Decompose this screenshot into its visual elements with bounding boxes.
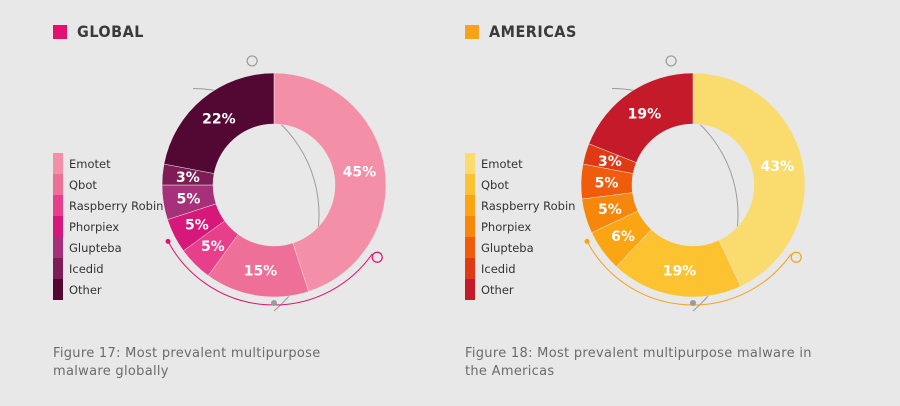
legend-swatch bbox=[465, 237, 475, 258]
legend-item: Phorpiex bbox=[53, 216, 163, 237]
americas-caption: Figure 18: Most prevalent multipurpose m… bbox=[465, 346, 812, 379]
legend-item: Raspberry Robin bbox=[465, 195, 575, 216]
legend-swatch bbox=[465, 279, 475, 300]
slice-value-label: 15% bbox=[244, 263, 278, 279]
slice-value-label: 3% bbox=[598, 154, 622, 170]
legend-swatch bbox=[53, 174, 63, 195]
legend-label: Other bbox=[69, 282, 102, 297]
donut-slice-other bbox=[163, 72, 275, 174]
slice-value-label: 5% bbox=[598, 202, 622, 218]
legend-swatch bbox=[53, 195, 63, 216]
americas-title: AMERICAS bbox=[489, 22, 577, 41]
legend-item: Emotet bbox=[465, 153, 575, 174]
americas-legend: Emotet Qbot Raspberry Robin Phorpiex Glupteb… bbox=[465, 153, 575, 300]
legend-item: Qbot bbox=[465, 174, 575, 195]
legend-swatch bbox=[465, 153, 475, 174]
slice-value-label: 5% bbox=[185, 217, 209, 233]
legend-item: Phorpiex bbox=[465, 216, 575, 237]
legend-item: Icedid bbox=[53, 258, 163, 279]
decorative-ring-marker bbox=[790, 251, 802, 263]
legend-label: Glupteba bbox=[481, 240, 534, 255]
legend-item: Icedid bbox=[465, 258, 575, 279]
legend-item: Raspberry Robin bbox=[53, 195, 163, 216]
donut-slice-emotet bbox=[692, 72, 806, 287]
slice-value-label: 5% bbox=[595, 175, 619, 191]
legend-item: Glupteba bbox=[53, 237, 163, 258]
legend-item: Other bbox=[465, 279, 575, 300]
donut-slice-emotet bbox=[273, 72, 387, 292]
legend-item: Qbot bbox=[53, 174, 163, 195]
decorative-dot bbox=[271, 300, 277, 306]
legend-label: Phorpiex bbox=[69, 219, 120, 234]
decorative-accent-arc bbox=[586, 241, 792, 306]
legend-label: Qbot bbox=[69, 177, 97, 192]
slice-value-label: 43% bbox=[761, 159, 795, 175]
decorative-ring-marker bbox=[371, 251, 383, 263]
legend-swatch bbox=[53, 237, 63, 258]
decorative-accent-arc bbox=[167, 241, 373, 306]
legend-item: Other bbox=[53, 279, 163, 300]
slice-value-label: 5% bbox=[177, 192, 201, 208]
legend-item: Emotet bbox=[53, 153, 163, 174]
legend-swatch bbox=[465, 216, 475, 237]
decorative-ring-marker bbox=[246, 55, 258, 67]
legend-swatch bbox=[465, 258, 475, 279]
legend-swatch bbox=[53, 258, 63, 279]
legend-swatch bbox=[465, 174, 475, 195]
slice-value-label: 19% bbox=[663, 263, 697, 279]
americas-title-swatch bbox=[465, 24, 479, 39]
slice-value-label: 22% bbox=[202, 111, 236, 127]
decorative-dot bbox=[584, 238, 590, 244]
americas-panel: AMERICAS Emotet Qbot Raspberry Robin Phorpi… bbox=[450, 0, 900, 406]
slice-value-label: 6% bbox=[611, 229, 635, 245]
legend-label: Emotet bbox=[69, 156, 111, 171]
legend-label: Phorpiex bbox=[481, 219, 532, 234]
americas-header: AMERICAS bbox=[465, 22, 577, 41]
slice-value-label: 3% bbox=[176, 170, 200, 186]
global-donut-chart: 45% 15% 5% 5% 5% 3% 22% bbox=[161, 55, 387, 312]
legend-label: Icedid bbox=[481, 261, 516, 276]
donut-slice-other bbox=[588, 72, 694, 163]
legend-swatch bbox=[53, 279, 63, 300]
decorative-dot bbox=[165, 238, 171, 244]
legend-label: Icedid bbox=[69, 261, 104, 276]
americas-donut-chart: 43% 19% 6% 5% 5% 3% 19% bbox=[580, 55, 806, 312]
legend-swatch bbox=[53, 153, 63, 174]
global-title: GLOBAL bbox=[77, 22, 144, 41]
legend-label: Raspberry Robin bbox=[69, 198, 164, 213]
global-header: GLOBAL bbox=[53, 22, 144, 41]
legend-label: Raspberry Robin bbox=[481, 198, 576, 213]
global-legend: Emotet Qbot Raspberry Robin Phorpiex Glupteb… bbox=[53, 153, 163, 300]
slice-value-label: 5% bbox=[201, 239, 225, 255]
global-title-swatch bbox=[53, 24, 67, 39]
legend-item: Glupteba bbox=[465, 237, 575, 258]
legend-label: Glupteba bbox=[69, 240, 122, 255]
legend-label: Other bbox=[481, 282, 514, 297]
decorative-dot bbox=[690, 300, 696, 306]
decorative-ring-marker bbox=[665, 55, 677, 67]
legend-label: Emotet bbox=[481, 156, 523, 171]
slice-value-label: 45% bbox=[343, 164, 377, 180]
legend-swatch bbox=[53, 216, 63, 237]
global-caption: Figure 17: Most prevalent multipurpose m… bbox=[53, 346, 321, 379]
legend-label: Qbot bbox=[481, 177, 509, 192]
legend-swatch bbox=[465, 195, 475, 216]
slice-value-label: 19% bbox=[628, 106, 662, 122]
global-panel: GLOBAL Emotet Qbot Raspberry Robin Phorpiex… bbox=[53, 22, 387, 379]
